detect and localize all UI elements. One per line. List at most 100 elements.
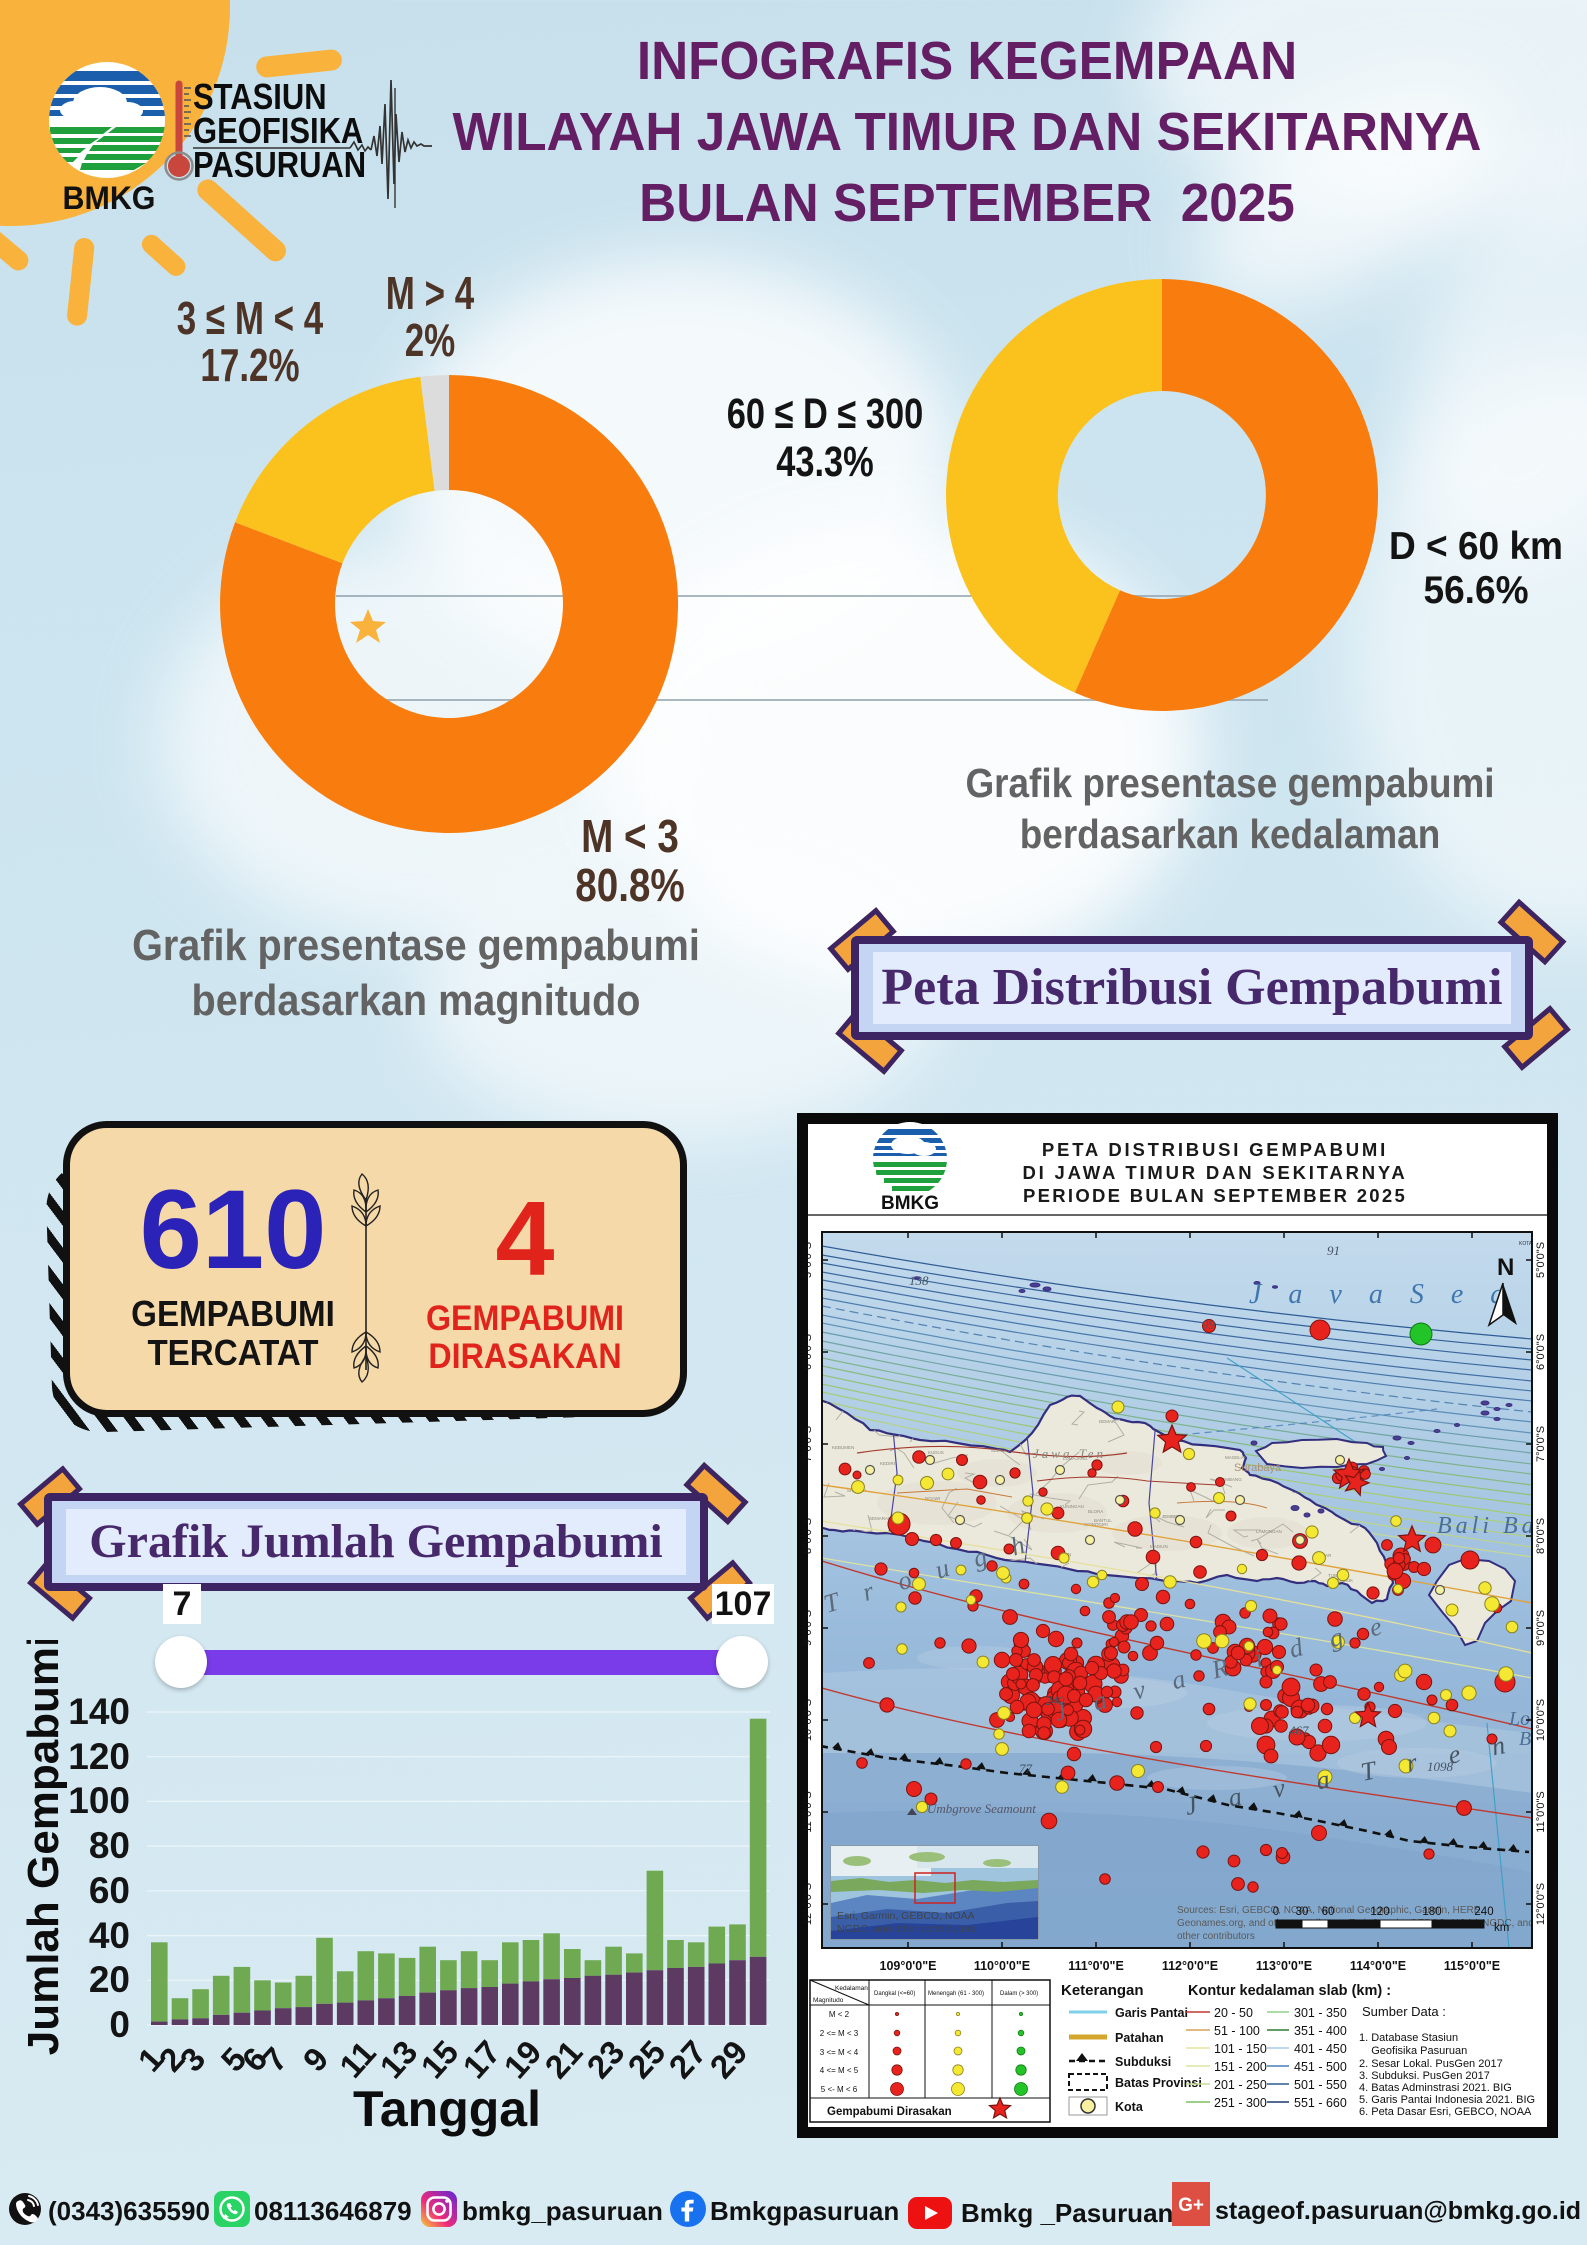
svg-text:7°0'0"S: 7°0'0"S xyxy=(802,1426,814,1462)
svg-text:10°0'0"S: 10°0'0"S xyxy=(1535,1699,1547,1741)
svg-text:Surabaya: Surabaya xyxy=(1234,1462,1282,1474)
svg-text:5°0'0"S: 5°0'0"S xyxy=(1535,1242,1547,1278)
svg-text:501 - 550: 501 - 550 xyxy=(1294,2078,1347,2092)
svg-text:201 - 250: 201 - 250 xyxy=(1214,2078,1267,2092)
svg-text:240: 240 xyxy=(1474,1906,1493,1918)
svg-text:KEBUMEN: KEBUMEN xyxy=(832,1445,854,1450)
svg-text:Garis Pantai: Garis Pantai xyxy=(1115,2006,1188,2020)
svg-text:120: 120 xyxy=(68,1736,130,1777)
svg-text:113°0'0"E: 113°0'0"E xyxy=(1256,1959,1312,1973)
svg-text:77: 77 xyxy=(1019,1761,1033,1776)
svg-text:Dalam (> 300): Dalam (> 300) xyxy=(1000,1991,1038,1997)
svg-text:PETA DISTRIBUSI GEMPABUMI: PETA DISTRIBUSI GEMPABUMI xyxy=(1042,1139,1388,1160)
svg-text:30: 30 xyxy=(1296,1906,1309,1918)
svg-text:Subduksi: Subduksi xyxy=(1115,2055,1171,2069)
svg-text:7°0'0"S: 7°0'0"S xyxy=(1535,1426,1547,1462)
svg-text:Tanggal: Tanggal xyxy=(353,2081,541,2137)
svg-text:SLEMAN: SLEMAN xyxy=(991,1448,1010,1453)
svg-text:BMKG: BMKG xyxy=(881,1193,939,1214)
svg-text:111°0'0"E: 111°0'0"E xyxy=(1068,1959,1124,1973)
svg-text:60: 60 xyxy=(1322,1906,1335,1918)
svg-text:BANTUL: BANTUL xyxy=(1094,1518,1112,1523)
svg-text:NGAWI: NGAWI xyxy=(925,1496,940,1501)
svg-text:301 - 350: 301 - 350 xyxy=(1294,2006,1347,2020)
svg-text:240: 240 xyxy=(1045,1693,1065,1708)
svg-text:WONOGIRI: WONOGIRI xyxy=(1084,1522,1108,1527)
svg-text:5. Garis Pantai Indonesia 2021: 5. Garis Pantai Indonesia 2021. BIG xyxy=(1359,2094,1535,2106)
svg-text:Bali Bas: Bali Bas xyxy=(1437,1513,1551,1539)
svg-text:180: 180 xyxy=(1422,1906,1441,1918)
svg-text:TUBAN: TUBAN xyxy=(1328,1573,1343,1578)
svg-text:8°0'0"S: 8°0'0"S xyxy=(802,1518,814,1554)
svg-text:112°0'0"E: 112°0'0"E xyxy=(1162,1959,1218,1973)
svg-text:10°0'0"S: 10°0'0"S xyxy=(802,1699,814,1741)
svg-text:NGDC, and other contributors: NGDC, and other contributors xyxy=(837,1923,976,1935)
svg-text:KUNINGAN: KUNINGAN xyxy=(1060,1504,1084,1509)
svg-text:N: N xyxy=(1497,1254,1514,1281)
svg-text:114°0'0"E: 114°0'0"E xyxy=(1350,1959,1406,1973)
svg-text:151 - 200: 151 - 200 xyxy=(1214,2060,1267,2074)
svg-text:Keterangan: Keterangan xyxy=(1061,1982,1144,1999)
svg-text:9°0'0"S: 9°0'0"S xyxy=(802,1610,814,1646)
svg-text:6°0'0"S: 6°0'0"S xyxy=(802,1334,814,1370)
svg-text:2 <= M < 3: 2 <= M < 3 xyxy=(820,2029,859,2038)
svg-text:PERIODE BULAN SEPTEMBER 2025: PERIODE BULAN SEPTEMBER 2025 xyxy=(1023,1185,1407,1206)
svg-text:11°0'0"S: 11°0'0"S xyxy=(1535,1791,1547,1832)
svg-text:20 - 50: 20 - 50 xyxy=(1214,2006,1253,2020)
svg-text:4 <= M < 5: 4 <= M < 5 xyxy=(820,2066,859,2075)
svg-text:Geofisika Pasuruan: Geofisika Pasuruan xyxy=(1359,2045,1467,2057)
svg-text:140: 140 xyxy=(68,1691,130,1732)
svg-text:401 - 450: 401 - 450 xyxy=(1294,2042,1347,2056)
svg-text:5°0'0"S: 5°0'0"S xyxy=(802,1242,814,1278)
svg-text:Esri, Garmin, GEBCO, NOAA: Esri, Garmin, GEBCO, NOAA xyxy=(837,1910,975,1922)
svg-text:551 - 660: 551 - 660 xyxy=(1294,2096,1347,2110)
svg-text:109°0'0"E: 109°0'0"E xyxy=(880,1959,937,1973)
svg-text:9°0'0"S: 9°0'0"S xyxy=(1535,1610,1547,1646)
svg-text:MADIUN: MADIUN xyxy=(1150,1544,1168,1549)
svg-text:Lor: Lor xyxy=(1508,1708,1538,1730)
svg-text:29: 29 xyxy=(702,2033,754,2085)
svg-text:115°0'0"E: 115°0'0"E xyxy=(1444,1959,1500,1973)
svg-text:KEDIRI: KEDIRI xyxy=(880,1461,895,1466)
svg-text:6. Peta Dasar Esri, GEBCO, NOA: 6. Peta Dasar Esri, GEBCO, NOAA xyxy=(1359,2106,1532,2118)
svg-text:Menengah (61 - 300): Menengah (61 - 300) xyxy=(928,1991,984,1997)
svg-text:11°0'0"S: 11°0'0"S xyxy=(802,1791,814,1832)
svg-text:40: 40 xyxy=(89,1915,130,1956)
svg-text:467: 467 xyxy=(1289,1723,1309,1738)
svg-text:J a v a S e a: J a v a S e a xyxy=(1249,1279,1514,1310)
svg-text:km: km xyxy=(1494,1922,1509,1934)
svg-text:Jumlah Gempabumi: Jumlah Gempabumi xyxy=(19,1640,68,2055)
svg-text:12°0'0"S: 12°0'0"S xyxy=(1535,1883,1547,1925)
svg-text:Sumber Data :: Sumber Data : xyxy=(1362,2004,1446,2019)
svg-text:KUDUS: KUDUS xyxy=(928,1450,944,1455)
svg-text:9: 9 xyxy=(296,2040,336,2078)
svg-text:2. Sesar Lokal. PusGen 2017: 2. Sesar Lokal. PusGen 2017 xyxy=(1359,2058,1503,2070)
svg-text:1098: 1098 xyxy=(1427,1759,1454,1774)
svg-text:451 - 500: 451 - 500 xyxy=(1294,2060,1347,2074)
svg-text:60: 60 xyxy=(89,1870,130,1911)
svg-text:8°0'0"S: 8°0'0"S xyxy=(1535,1518,1547,1554)
svg-text:other contributors: other contributors xyxy=(1177,1931,1255,1942)
svg-text:Batas Provinsi: Batas Provinsi xyxy=(1115,2076,1202,2090)
svg-text:100: 100 xyxy=(68,1780,130,1821)
svg-text:80: 80 xyxy=(89,1825,130,1866)
svg-text:20: 20 xyxy=(89,1959,130,2000)
svg-text:0: 0 xyxy=(109,2004,130,2045)
svg-text:5 <- M < 6: 5 <- M < 6 xyxy=(821,2085,858,2094)
svg-text:Kedalaman: Kedalaman xyxy=(835,1985,868,1992)
svg-text:JEMBER: JEMBER xyxy=(1162,1514,1181,1519)
svg-text:3. Subduksi. PusGen 2017: 3. Subduksi. PusGen 2017 xyxy=(1359,2070,1490,2082)
svg-text:DEMAK: DEMAK xyxy=(1099,1419,1115,1424)
svg-text:1. Database Stasiun: 1. Database Stasiun xyxy=(1359,2032,1458,2044)
svg-text:120: 120 xyxy=(1370,1906,1389,1918)
svg-text:Sources: Esri, GEBCO, NOAA, Na: Sources: Esri, GEBCO, NOAA, National Geo… xyxy=(1177,1905,1483,1916)
svg-text:SEMARANG: SEMARANG xyxy=(869,1516,895,1521)
svg-text:Umbgrove Seamount: Umbgrove Seamount xyxy=(927,1801,1036,1816)
svg-text:MAGELANG: MAGELANG xyxy=(1225,1455,1251,1460)
svg-text:M < 2: M < 2 xyxy=(829,2010,850,2019)
svg-text:Jawa Ten: Jawa Ten xyxy=(1033,1446,1106,1461)
svg-text:0: 0 xyxy=(1273,1906,1279,1918)
svg-text:Patahan: Patahan xyxy=(1115,2031,1164,2045)
svg-text:Gempabumi Dirasakan: Gempabumi Dirasakan xyxy=(827,2106,952,2118)
svg-text:LUMAJANG: LUMAJANG xyxy=(1063,1456,1088,1461)
